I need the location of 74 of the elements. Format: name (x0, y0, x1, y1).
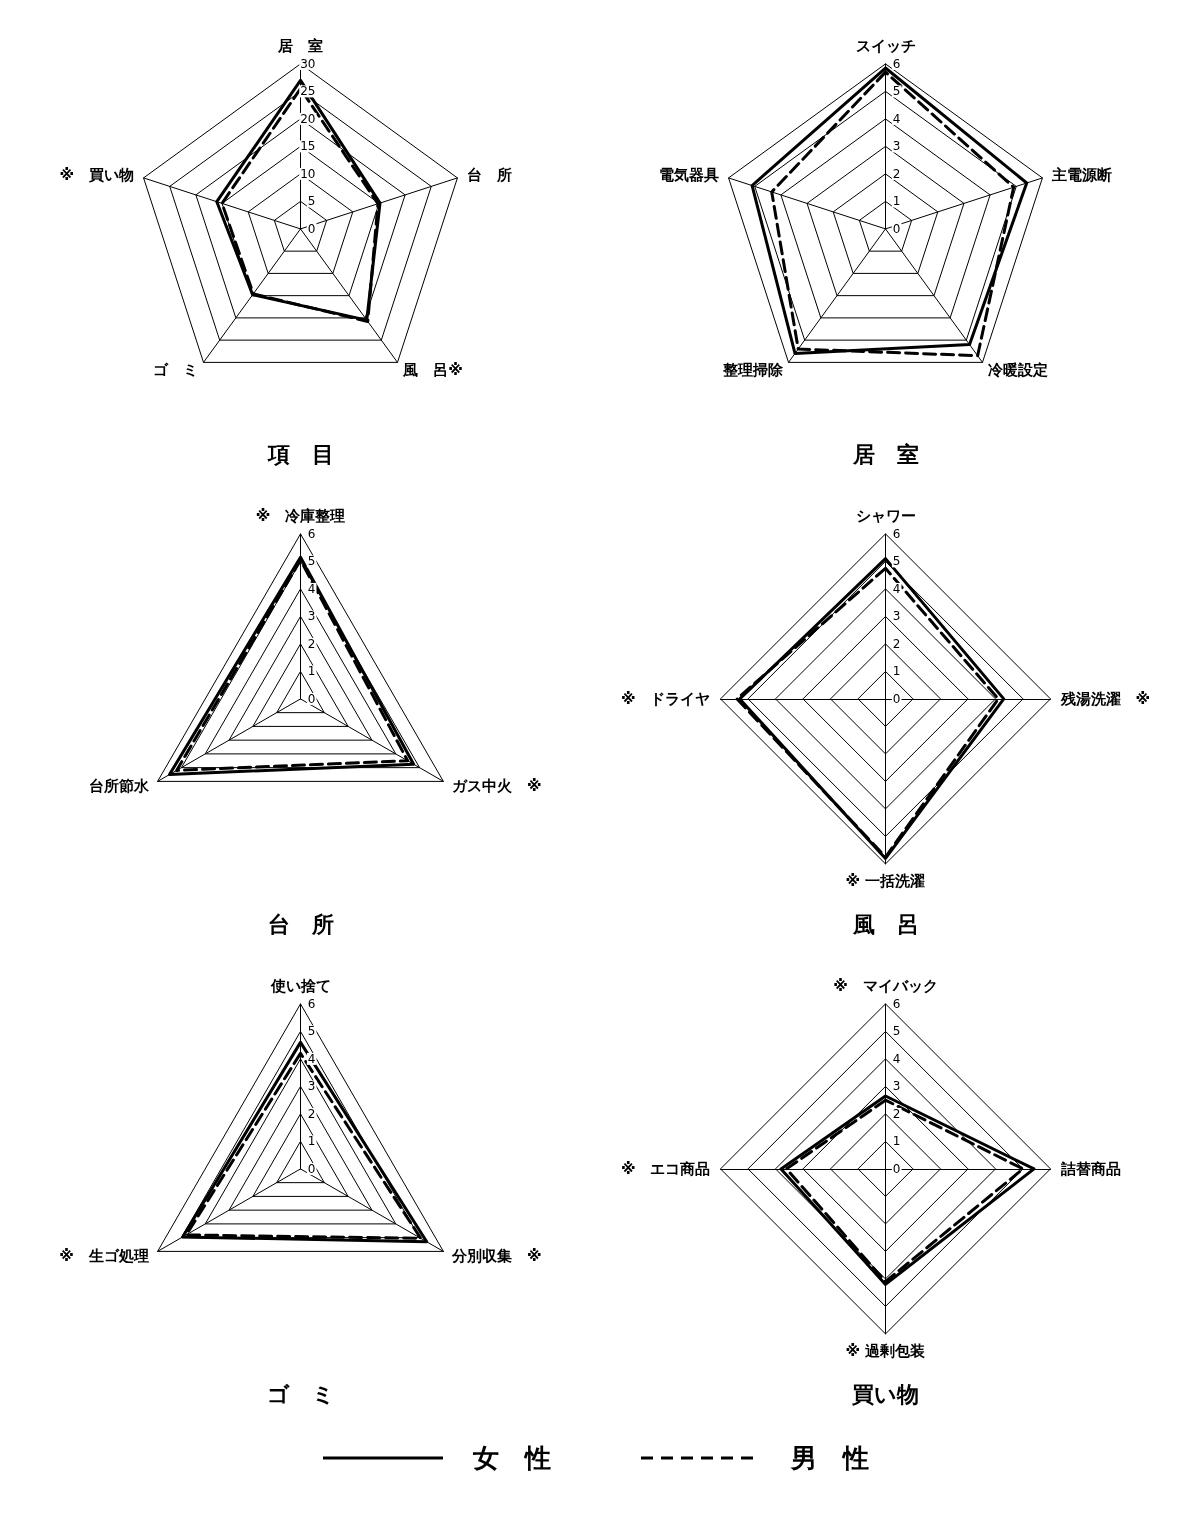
y-tick-label: 0 (307, 691, 316, 706)
text: 台 所 (267, 911, 334, 937)
y-tick-label: 10 (300, 166, 316, 181)
y-tick-label: 4 (307, 581, 316, 596)
spoke-label: 台 所 (466, 165, 512, 184)
spoke-label: ※ 一括洗濯 (845, 872, 926, 891)
y-tick-label: 0 (892, 221, 901, 236)
spoke-label: ※ マイバック (833, 977, 938, 996)
y-tick-label: 4 (892, 111, 901, 126)
y-tick-label: 6 (307, 526, 316, 541)
spoke-label: ゴ ミ (152, 361, 198, 380)
y-tick-label: 2 (892, 636, 901, 651)
y-tick-label: 3 (892, 139, 901, 154)
spoke-label: ※ 過剰包装 (845, 1342, 926, 1361)
spoke-label: ※ 生ゴ処理 (59, 1247, 149, 1266)
spoke-label: 主電源断 (1050, 165, 1112, 184)
y-tick-label: 0 (307, 221, 316, 236)
y-tick-label: 6 (892, 996, 901, 1011)
y-tick-label: 30 (300, 56, 316, 71)
legend-label: 女 性 (473, 1441, 551, 1475)
spoke-label: 使い捨て (269, 977, 331, 996)
y-tick-label: 5 (307, 194, 316, 209)
y-tick-label: 3 (307, 609, 316, 624)
text: 居 室 (851, 441, 919, 467)
y-tick-label: 15 (300, 139, 316, 154)
y-tick-label: 3 (892, 1079, 901, 1094)
spoke-label: 整理掃除 (721, 361, 784, 380)
y-tick-label: 2 (892, 1106, 901, 1121)
y-tick-label: 3 (892, 609, 901, 624)
spoke-label: ※ エコ商品 (620, 1159, 711, 1178)
y-tick-label: 0 (307, 1161, 316, 1176)
y-tick-label: 0 (892, 1161, 901, 1176)
y-tick-label: 5 (892, 84, 901, 99)
text: 風 呂 (851, 911, 919, 937)
spoke-label: 居 室 (277, 37, 323, 56)
spoke-label: シャワー (855, 507, 916, 526)
y-tick-label: 5 (307, 1024, 316, 1039)
y-tick-label: 4 (307, 1051, 316, 1066)
spoke-label: 詰替商品 (1059, 1159, 1121, 1178)
y-tick-label: 1 (892, 664, 901, 679)
spoke-label: 残湯洗濯 ※ (1059, 689, 1151, 708)
y-tick-label: 25 (300, 84, 316, 99)
spoke-label: ※ 冷庫整理 (255, 507, 346, 526)
y-tick-label: 5 (892, 1024, 901, 1039)
y-tick-label: 1 (307, 1134, 316, 1149)
y-tick-label: 6 (892, 56, 901, 71)
spoke-label: 台所節水 (88, 777, 150, 796)
y-tick-label: 0 (892, 691, 901, 706)
y-tick-label: 2 (307, 1106, 316, 1121)
y-tick-label: 1 (892, 194, 901, 209)
y-tick-label: 1 (892, 1134, 901, 1149)
text: ゴ ミ (266, 1381, 335, 1407)
y-tick-label: 6 (892, 526, 901, 541)
spoke-label: 風 呂※ (402, 361, 463, 380)
spoke-label: 冷暖設定 (988, 361, 1049, 380)
y-tick-label: 6 (307, 996, 316, 1011)
spoke-label: ガス中火 ※ (452, 777, 542, 796)
text: 買い物 (851, 1381, 919, 1407)
spoke-label: スイッチ (855, 37, 916, 56)
spoke-label: ※ ドライヤ (620, 689, 711, 708)
text: 項 目 (266, 441, 334, 467)
y-tick-label: 4 (892, 1051, 901, 1066)
spoke-label: 分別収集 ※ (451, 1247, 542, 1266)
y-tick-label: 1 (307, 664, 316, 679)
y-tick-label: 20 (300, 111, 316, 126)
y-tick-label: 5 (307, 554, 316, 569)
spoke-label: ※ 買い物 (59, 165, 135, 184)
y-tick-label: 2 (892, 166, 901, 181)
y-tick-label: 4 (892, 581, 901, 596)
y-tick-label: 3 (307, 1079, 316, 1094)
y-tick-label: 2 (307, 636, 316, 651)
spoke-label: 電気器具 (659, 165, 720, 184)
y-tick-label: 5 (892, 554, 901, 569)
legend-label: 男 性 (791, 1441, 869, 1475)
